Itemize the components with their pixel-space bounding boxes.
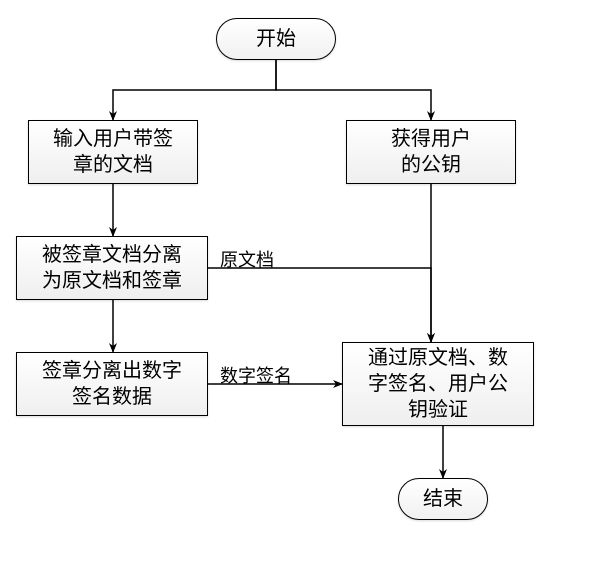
node-separate: 被签章文档分离 为原文档和签章 (16, 236, 208, 300)
node-separate-label: 被签章文档分离 为原文档和签章 (42, 242, 182, 294)
node-verify-label: 通过原文档、数 字签名、用户公 钥验证 (368, 345, 508, 423)
node-start-label: 开始 (256, 26, 296, 52)
node-start: 开始 (216, 18, 336, 60)
node-getkey-label: 获得用户 的公钥 (391, 126, 471, 178)
node-end-label: 结束 (423, 486, 463, 512)
node-input: 输入用户带签 章的文档 (28, 120, 198, 184)
node-getkey: 获得用户 的公钥 (346, 120, 516, 184)
node-end: 结束 (398, 478, 488, 520)
edge-label-original-doc: 原文档 (220, 246, 274, 272)
node-verify: 通过原文档、数 字签名、用户公 钥验证 (342, 342, 534, 426)
node-extract-label: 签章分离出数字 签名数据 (42, 358, 182, 410)
node-input-label: 输入用户带签 章的文档 (53, 126, 173, 178)
node-extract: 签章分离出数字 签名数据 (16, 352, 208, 416)
edge-label-digital-signature: 数字签名 (220, 362, 292, 388)
